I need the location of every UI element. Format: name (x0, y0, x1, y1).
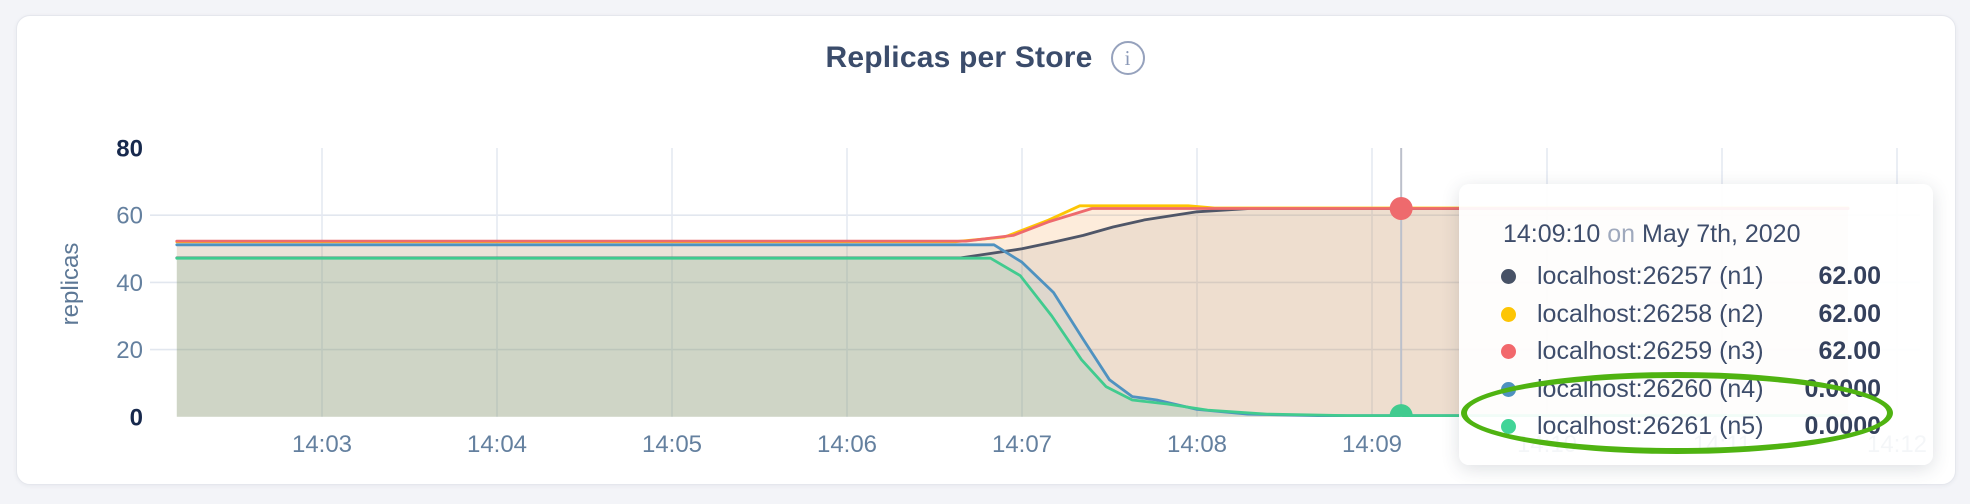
series-area-n5 (176, 258, 1848, 417)
chart-header: Replicas per Store i (0, 41, 1970, 75)
series-dot-n4 (1501, 381, 1516, 397)
x-axis-label-14:06: 14:06 (817, 431, 877, 458)
series-label: localhost:26261 (n5) (1537, 412, 1764, 441)
series-dot-n2 (1501, 306, 1516, 322)
hover-marker-n5 (1389, 404, 1413, 417)
y-axis-label-20: 20 (116, 337, 143, 364)
series-line-n5 (175, 256, 1850, 417)
tooltip-on-word: on (1607, 220, 1636, 248)
tooltip-time: 14:09:10 (1503, 220, 1601, 248)
series-label: localhost:26258 (n2) (1537, 299, 1764, 328)
series-label: localhost:26260 (n4) (1537, 374, 1764, 403)
x-axis-label-14:03: 14:03 (292, 431, 352, 458)
series-value: 62.00 (1818, 262, 1881, 291)
series-dot-n3 (1501, 344, 1516, 360)
info-icon[interactable]: i (1110, 41, 1145, 75)
tooltip-row: localhost:26257 (n1) 62.00 (1501, 258, 1881, 296)
series-dot-n5 (1501, 419, 1516, 435)
series-value: 0.0000 (1804, 374, 1881, 403)
x-axis-label-14:08: 14:08 (1167, 431, 1227, 458)
y-axis-title: replicas (57, 243, 84, 326)
tooltip-date: May 7th, 2020 (1642, 220, 1801, 248)
series-area-n3 (176, 208, 1848, 417)
x-axis-label-14:05: 14:05 (642, 431, 702, 458)
x-axis-label-14:04: 14:04 (467, 431, 527, 458)
series-dot-n1 (1501, 269, 1516, 285)
y-axis-label-0: 0 (130, 404, 143, 431)
series-value: 0.0000 (1804, 412, 1881, 441)
tooltip-row: localhost:26261 (n5) 0.0000 (1501, 408, 1881, 446)
tooltip-row: localhost:26260 (n4) 0.0000 (1501, 371, 1881, 409)
series-value: 62.00 (1818, 337, 1881, 366)
series-value: 62.00 (1818, 299, 1881, 328)
y-axis-label-80: 80 (116, 136, 143, 163)
series-label: localhost:26259 (n3) (1537, 337, 1764, 366)
tooltip-header: 14:09:10 on May 7th, 2020 (1503, 220, 1881, 249)
series-area-n4 (176, 244, 1848, 417)
tooltip-row: localhost:26258 (n2) 62.00 (1501, 296, 1881, 334)
tooltip-row: localhost:26259 (n3) 62.00 (1501, 333, 1881, 371)
series-line-n1 (175, 207, 1850, 260)
y-axis-label-60: 60 (116, 203, 143, 230)
x-axis-label-14:09: 14:09 (1342, 431, 1402, 458)
chart-title: Replicas per Store (825, 41, 1093, 74)
series-line-n3 (175, 207, 1850, 243)
hover-marker-n3 (1389, 196, 1413, 220)
series-area-n1 (176, 208, 1848, 417)
info-icon-glyph: i (1124, 45, 1131, 70)
series-label: localhost:26257 (n1) (1537, 262, 1764, 291)
y-axis-label-40: 40 (116, 270, 143, 297)
x-axis-label-14:07: 14:07 (992, 431, 1052, 458)
hover-tooltip: 14:09:10 on May 7th, 2020 localhost:2625… (1459, 184, 1933, 465)
